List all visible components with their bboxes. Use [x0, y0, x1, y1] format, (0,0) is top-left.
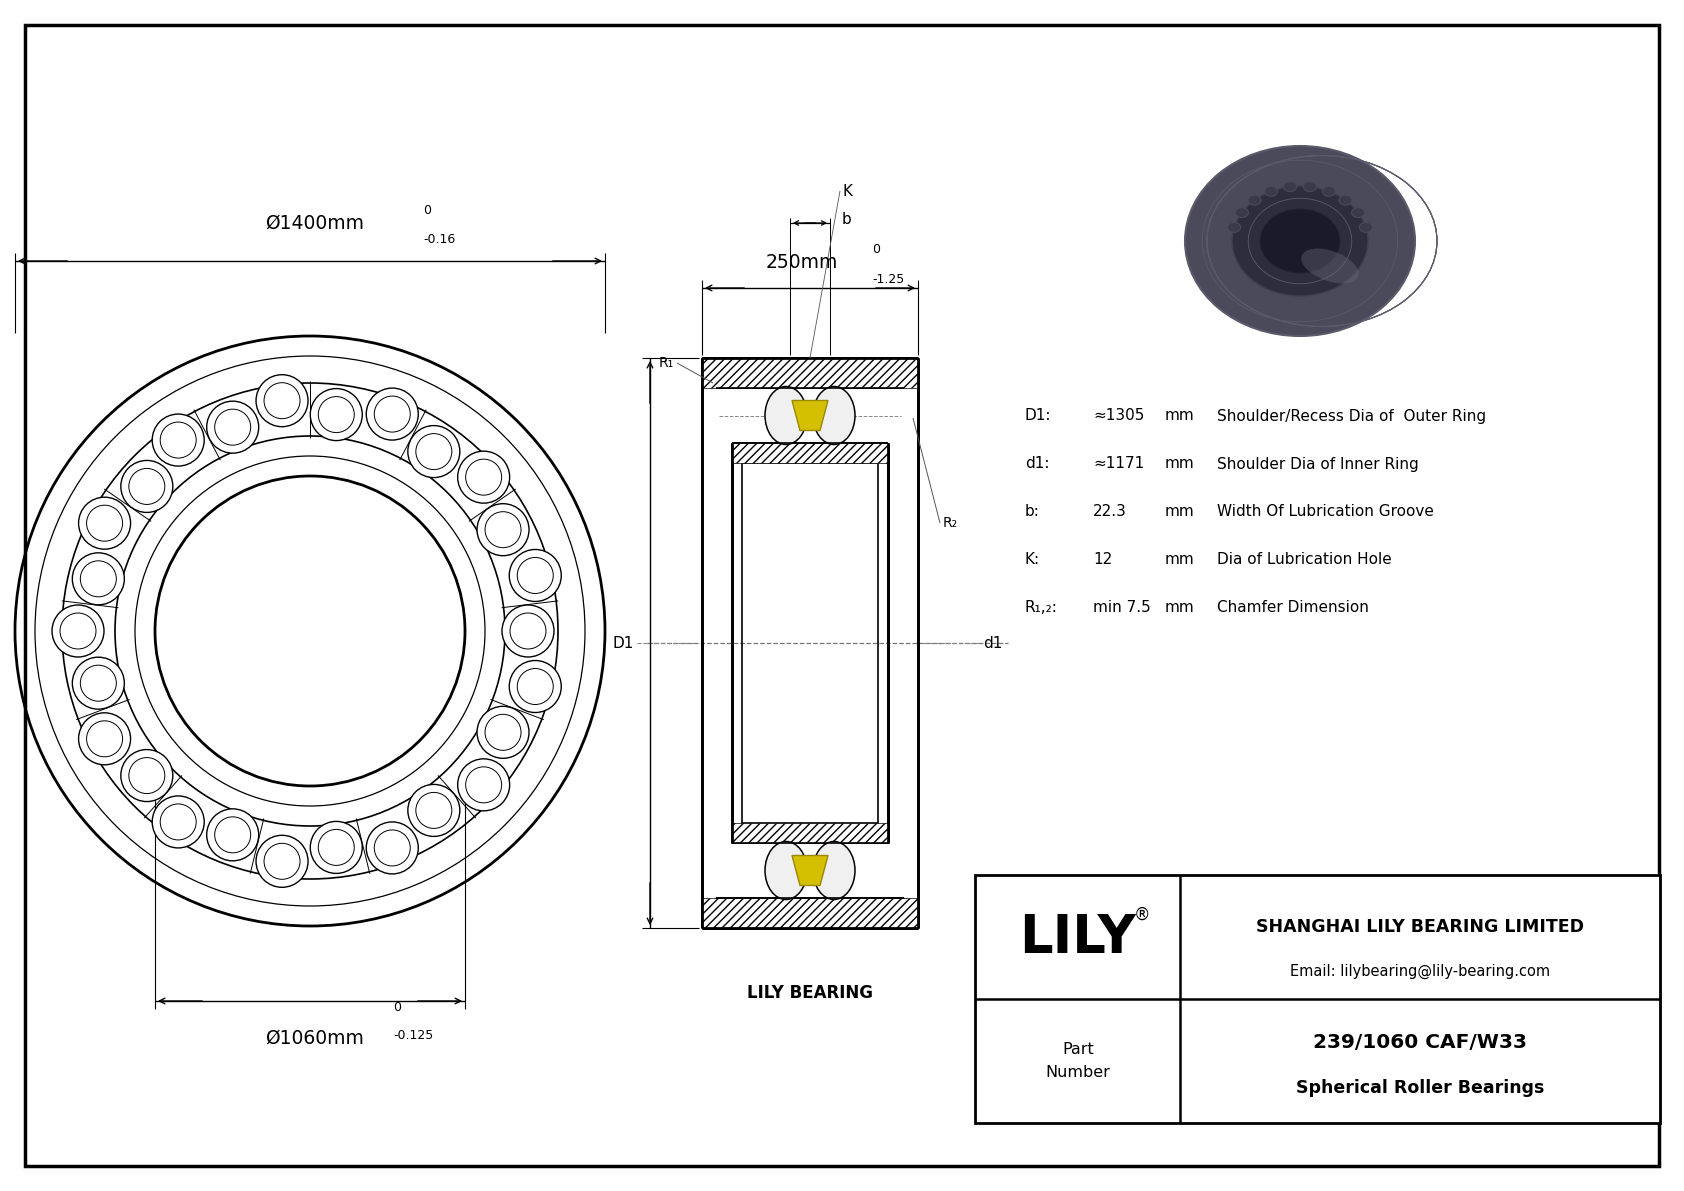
Text: 0: 0 — [392, 1000, 401, 1014]
Ellipse shape — [813, 842, 855, 899]
Ellipse shape — [1186, 146, 1415, 336]
Ellipse shape — [1265, 186, 1278, 197]
Circle shape — [509, 549, 561, 601]
Circle shape — [365, 388, 418, 441]
Text: 22.3: 22.3 — [1093, 505, 1127, 519]
Bar — [702, 358, 918, 388]
Text: ®: ® — [1133, 905, 1150, 924]
Text: 0: 0 — [423, 204, 431, 217]
Circle shape — [79, 497, 131, 549]
Ellipse shape — [1359, 223, 1372, 232]
Circle shape — [152, 414, 204, 466]
Circle shape — [256, 835, 308, 887]
Text: LILY BEARING: LILY BEARING — [748, 984, 872, 1002]
Text: R₁: R₁ — [658, 356, 674, 370]
Circle shape — [310, 822, 362, 873]
Text: mm: mm — [1165, 553, 1194, 567]
Circle shape — [121, 749, 173, 802]
Circle shape — [477, 504, 529, 556]
Polygon shape — [791, 855, 829, 885]
Text: Dia of Lubrication Hole: Dia of Lubrication Hole — [1218, 553, 1391, 567]
Text: Spherical Roller Bearings: Spherical Roller Bearings — [1295, 1079, 1544, 1097]
Circle shape — [72, 553, 125, 605]
Polygon shape — [791, 400, 829, 430]
Circle shape — [79, 713, 131, 765]
Text: SHANGHAI LILY BEARING LIMITED: SHANGHAI LILY BEARING LIMITED — [1256, 918, 1585, 936]
Text: K:: K: — [1026, 553, 1041, 567]
Ellipse shape — [1260, 208, 1340, 273]
Circle shape — [365, 822, 418, 874]
Text: b: b — [842, 212, 852, 226]
Ellipse shape — [1228, 223, 1241, 232]
Ellipse shape — [1302, 249, 1359, 283]
Circle shape — [408, 785, 460, 836]
Ellipse shape — [1322, 186, 1335, 197]
Text: -1.25: -1.25 — [872, 273, 904, 286]
Text: Shoulder Dia of Inner Ring: Shoulder Dia of Inner Ring — [1218, 456, 1418, 472]
Text: Ø1400mm: Ø1400mm — [266, 214, 364, 233]
Ellipse shape — [1233, 186, 1367, 297]
Ellipse shape — [813, 387, 855, 444]
Text: 12: 12 — [1093, 553, 1111, 567]
Circle shape — [207, 809, 259, 861]
Circle shape — [152, 796, 204, 848]
Circle shape — [72, 657, 125, 709]
Circle shape — [458, 451, 510, 503]
Text: Width Of Lubrication Groove: Width Of Lubrication Groove — [1218, 505, 1433, 519]
Ellipse shape — [1248, 195, 1261, 205]
Bar — [975, 875, 1660, 1123]
Circle shape — [502, 605, 554, 657]
Text: 250mm: 250mm — [766, 252, 839, 272]
Text: -0.125: -0.125 — [392, 1029, 433, 1042]
Text: d1: d1 — [983, 636, 1002, 650]
Text: min 7.5: min 7.5 — [1093, 600, 1150, 616]
Text: Email: lilybearing@lily-bearing.com: Email: lilybearing@lily-bearing.com — [1290, 965, 1549, 979]
Ellipse shape — [765, 387, 807, 444]
Ellipse shape — [1283, 181, 1297, 192]
Ellipse shape — [1339, 195, 1352, 205]
Circle shape — [477, 706, 529, 759]
Text: mm: mm — [1165, 456, 1194, 472]
Circle shape — [256, 375, 308, 426]
Text: ≈1305: ≈1305 — [1093, 409, 1145, 424]
Ellipse shape — [1236, 207, 1248, 218]
Text: Chamfer Dimension: Chamfer Dimension — [1218, 600, 1369, 616]
Text: b:: b: — [1026, 505, 1041, 519]
Circle shape — [52, 605, 104, 657]
Text: D1:: D1: — [1026, 409, 1051, 424]
Text: K: K — [842, 183, 852, 199]
Text: Shoulder/Recess Dia of  Outer Ring: Shoulder/Recess Dia of Outer Ring — [1218, 409, 1485, 424]
Circle shape — [310, 388, 362, 441]
Text: 239/1060 CAF/W33: 239/1060 CAF/W33 — [1314, 1033, 1527, 1052]
Text: Ø1060mm: Ø1060mm — [266, 1029, 364, 1048]
Text: mm: mm — [1165, 505, 1194, 519]
Text: mm: mm — [1165, 409, 1194, 424]
Text: D1: D1 — [613, 636, 633, 650]
Circle shape — [509, 661, 561, 712]
Text: R₁,₂:: R₁,₂: — [1026, 600, 1058, 616]
Ellipse shape — [1352, 207, 1364, 218]
Text: ≈1171: ≈1171 — [1093, 456, 1143, 472]
Bar — [733, 443, 887, 463]
Bar — [702, 898, 918, 928]
Ellipse shape — [765, 842, 807, 899]
Text: Part
Number: Part Number — [1046, 1042, 1110, 1079]
Text: 0: 0 — [872, 243, 881, 256]
Text: mm: mm — [1165, 600, 1194, 616]
Text: d1:: d1: — [1026, 456, 1049, 472]
Text: -0.16: -0.16 — [423, 233, 455, 247]
Circle shape — [408, 425, 460, 478]
Circle shape — [121, 461, 173, 512]
Text: R₂: R₂ — [943, 516, 958, 530]
Circle shape — [207, 401, 259, 453]
Bar — [733, 823, 887, 843]
Ellipse shape — [1303, 181, 1317, 192]
Text: LILY: LILY — [1019, 912, 1137, 965]
Circle shape — [458, 759, 510, 811]
